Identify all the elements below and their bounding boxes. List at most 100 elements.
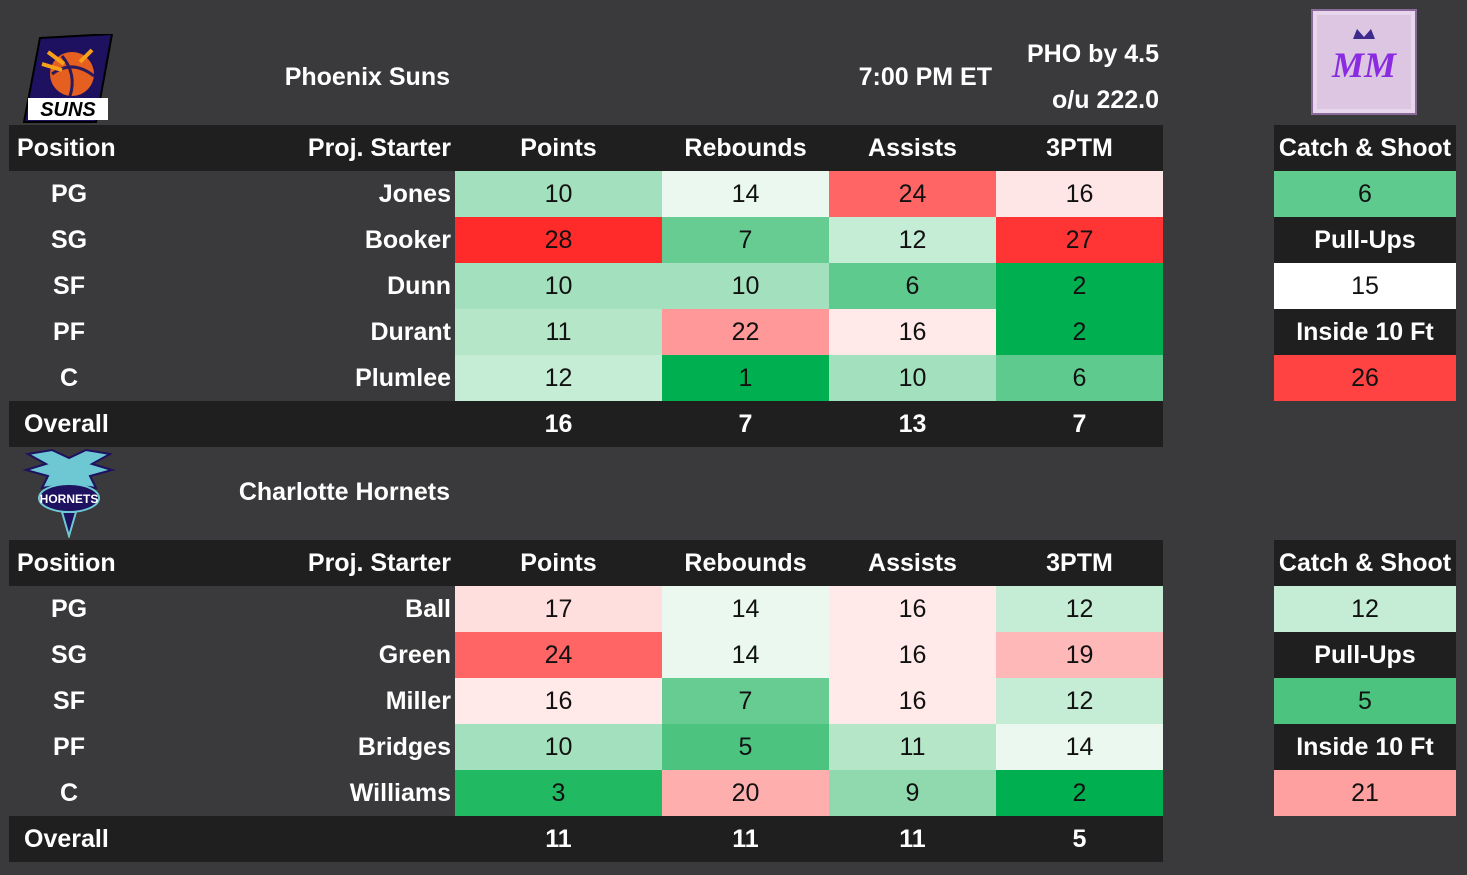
rebounds-cell: 7 xyxy=(662,217,829,263)
table-row: SG Green 24 14 16 19 xyxy=(9,632,1163,678)
position-cell: SG xyxy=(50,225,88,254)
player-cell: Green xyxy=(378,640,451,669)
pull-ups-value: 5 xyxy=(1274,678,1456,724)
assists-cell: 24 xyxy=(829,171,996,217)
svg-text:MM: MM xyxy=(1331,45,1398,85)
threes-cell: 2 xyxy=(996,770,1163,816)
suns-shot-type-panel: Catch & Shoot 6 Pull-Ups 15 Inside 10 Ft… xyxy=(1274,125,1456,401)
assists-cell: 6 xyxy=(829,263,996,309)
column-header-starter: Proj. Starter xyxy=(307,133,451,162)
position-cell: PG xyxy=(50,594,88,623)
points-cell: 10 xyxy=(455,263,662,309)
catch-shoot-value: 6 xyxy=(1274,171,1456,217)
position-cell: SG xyxy=(50,640,88,669)
points-cell: 10 xyxy=(455,724,662,770)
table-row: C Plumlee 12 1 10 6 xyxy=(9,355,1163,401)
points-cell: 10 xyxy=(455,171,662,217)
points-cell: 28 xyxy=(455,217,662,263)
overall-label: Overall xyxy=(24,824,109,853)
catch-shoot-label: Catch & Shoot xyxy=(1274,125,1456,171)
player-cell: Miller xyxy=(385,686,451,715)
spread: PHO by 4.5 xyxy=(1027,40,1159,68)
threes-cell: 6 xyxy=(996,355,1163,401)
threes-cell: 12 xyxy=(996,678,1163,724)
player-cell: Jones xyxy=(378,179,451,208)
rebounds-cell: 14 xyxy=(662,171,829,217)
position-cell: SF xyxy=(53,686,85,715)
overall-threes: 5 xyxy=(1072,824,1087,853)
svg-text:SUNS: SUNS xyxy=(40,99,96,121)
table-row: SF Dunn 10 10 6 2 xyxy=(9,263,1163,309)
charlotte-hornets-logo-icon: HORNETS xyxy=(22,448,116,540)
threes-cell: 27 xyxy=(996,217,1163,263)
threes-cell: 16 xyxy=(996,171,1163,217)
threes-cell: 14 xyxy=(996,724,1163,770)
player-cell: Dunn xyxy=(387,271,451,300)
position-cell: C xyxy=(59,778,79,807)
column-header-3ptm: 3PTM xyxy=(1046,133,1113,162)
mm-logo-icon: MM xyxy=(1311,9,1417,115)
column-header-assists: Assists xyxy=(868,133,957,162)
column-header-rebounds: Rebounds xyxy=(684,133,807,162)
team-name: Phoenix Suns xyxy=(284,63,450,91)
position-cell: C xyxy=(59,363,79,392)
phoenix-suns-logo-icon: SUNS xyxy=(22,32,114,124)
assists-cell: 16 xyxy=(829,586,996,632)
assists-cell: 12 xyxy=(829,217,996,263)
rebounds-cell: 10 xyxy=(662,263,829,309)
suns-table: Position Proj. Starter Points Rebounds A… xyxy=(9,125,1163,447)
assists-cell: 16 xyxy=(829,678,996,724)
position-cell: PF xyxy=(53,317,85,346)
pull-ups-label: Pull-Ups xyxy=(1274,217,1456,263)
assists-cell: 16 xyxy=(829,632,996,678)
overall-threes: 7 xyxy=(1072,409,1087,438)
rebounds-cell: 5 xyxy=(662,724,829,770)
points-cell: 11 xyxy=(455,309,662,355)
threes-cell: 12 xyxy=(996,586,1163,632)
table-row: PF Durant 11 22 16 2 xyxy=(9,309,1163,355)
table-row: PF Bridges 10 5 11 14 xyxy=(9,724,1163,770)
overall-spacer xyxy=(129,816,455,862)
player-cell: Booker xyxy=(364,225,451,254)
overall-spacer xyxy=(129,401,455,447)
rebounds-cell: 14 xyxy=(662,632,829,678)
overall-row: Overall 11 11 11 5 xyxy=(9,816,1163,862)
column-header-assists: Assists xyxy=(868,548,957,577)
player-cell: Williams xyxy=(349,778,451,807)
catch-shoot-value: 12 xyxy=(1274,586,1456,632)
threes-cell: 2 xyxy=(996,263,1163,309)
points-cell: 12 xyxy=(455,355,662,401)
assists-cell: 9 xyxy=(829,770,996,816)
player-cell: Plumlee xyxy=(355,363,451,392)
inside-10-label: Inside 10 Ft xyxy=(1274,724,1456,770)
points-cell: 17 xyxy=(455,586,662,632)
column-header-position: Position xyxy=(17,548,116,577)
overall-points: 16 xyxy=(544,409,573,438)
column-header-3ptm: 3PTM xyxy=(1046,548,1113,577)
column-header-rebounds: Rebounds xyxy=(684,548,807,577)
svg-text:HORNETS: HORNETS xyxy=(40,492,99,506)
position-cell: PF xyxy=(53,732,85,761)
table-header: Position Proj. Starter Points Rebounds A… xyxy=(9,125,1163,171)
column-header-points: Points xyxy=(520,133,597,162)
position-cell: PG xyxy=(50,179,88,208)
table-row: PG Jones 10 14 24 16 xyxy=(9,171,1163,217)
table-row: C Williams 3 20 9 2 xyxy=(9,770,1163,816)
hornets-table: Position Proj. Starter Points Rebounds A… xyxy=(9,540,1163,862)
player-cell: Durant xyxy=(370,317,451,346)
table-row: SG Booker 28 7 12 27 xyxy=(9,217,1163,263)
rebounds-cell: 20 xyxy=(662,770,829,816)
threes-cell: 2 xyxy=(996,309,1163,355)
threes-cell: 19 xyxy=(996,632,1163,678)
player-cell: Bridges xyxy=(357,732,451,761)
table-row: PG Ball 17 14 16 12 xyxy=(9,586,1163,632)
rebounds-cell: 22 xyxy=(662,309,829,355)
inside-10-value: 21 xyxy=(1274,770,1456,816)
points-cell: 16 xyxy=(455,678,662,724)
column-header-starter: Proj. Starter xyxy=(307,548,451,577)
overall-label: Overall xyxy=(24,409,109,438)
overall-row: Overall 16 7 13 7 xyxy=(9,401,1163,447)
points-cell: 3 xyxy=(455,770,662,816)
column-header-points: Points xyxy=(520,548,597,577)
over-under: o/u 222.0 xyxy=(1052,86,1159,114)
